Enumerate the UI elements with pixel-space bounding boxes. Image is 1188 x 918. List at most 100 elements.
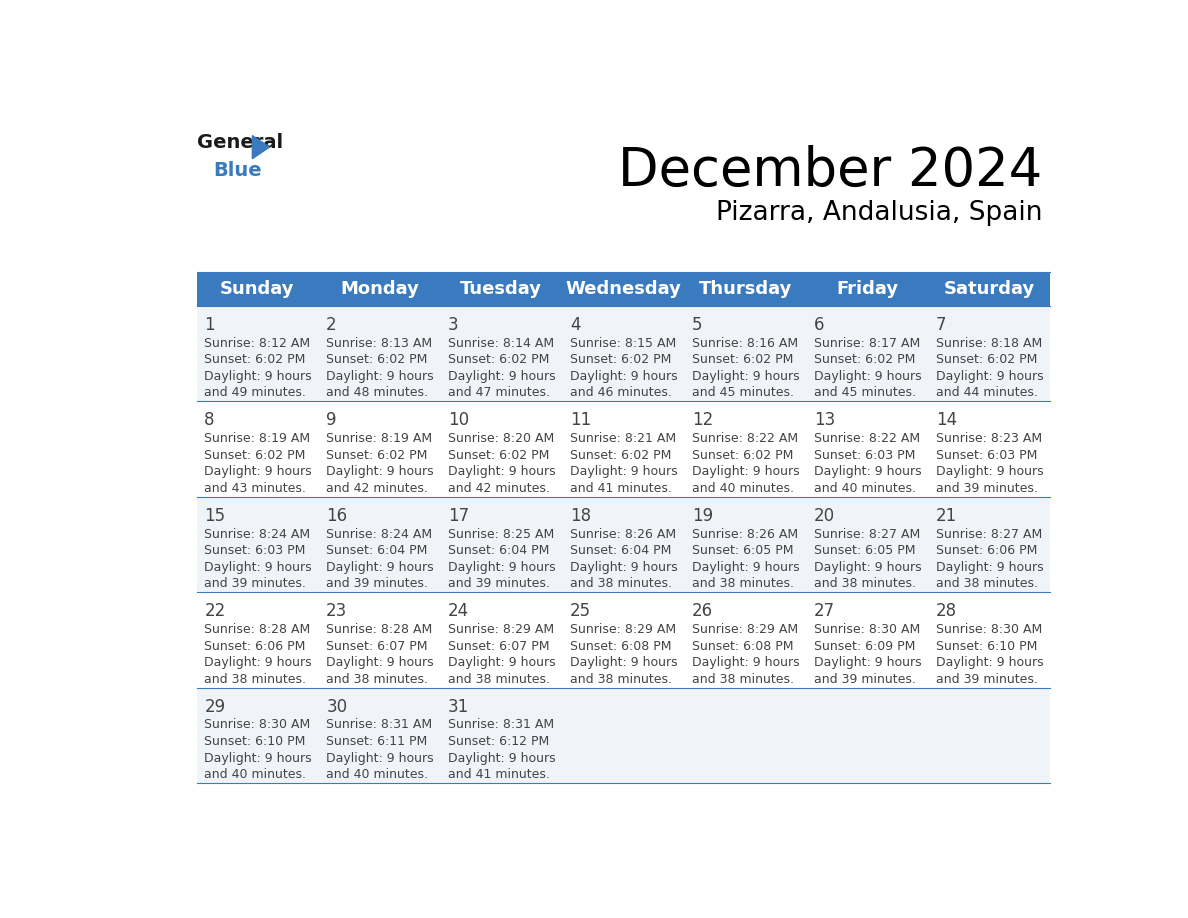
Text: Sunrise: 8:22 AM: Sunrise: 8:22 AM: [691, 432, 798, 445]
Text: Sunset: 6:03 PM: Sunset: 6:03 PM: [936, 449, 1037, 462]
Text: Sunrise: 8:21 AM: Sunrise: 8:21 AM: [570, 432, 676, 445]
Bar: [196, 401, 1050, 497]
Text: 25: 25: [570, 602, 592, 621]
Text: Daylight: 9 hours: Daylight: 9 hours: [448, 561, 556, 574]
Text: Sunrise: 8:30 AM: Sunrise: 8:30 AM: [936, 623, 1042, 636]
Text: Sunset: 6:05 PM: Sunset: 6:05 PM: [691, 544, 794, 557]
Text: Sunrise: 8:30 AM: Sunrise: 8:30 AM: [814, 623, 920, 636]
Text: 24: 24: [448, 602, 469, 621]
Text: and 40 minutes.: and 40 minutes.: [204, 768, 307, 781]
Text: Sunrise: 8:17 AM: Sunrise: 8:17 AM: [814, 337, 920, 350]
Text: Daylight: 9 hours: Daylight: 9 hours: [570, 465, 677, 478]
Text: Sunrise: 8:27 AM: Sunrise: 8:27 AM: [814, 528, 920, 541]
Text: Daylight: 9 hours: Daylight: 9 hours: [691, 465, 800, 478]
Text: Daylight: 9 hours: Daylight: 9 hours: [204, 370, 312, 383]
Text: Sunrise: 8:26 AM: Sunrise: 8:26 AM: [691, 528, 798, 541]
Text: Daylight: 9 hours: Daylight: 9 hours: [691, 561, 800, 574]
Text: and 38 minutes.: and 38 minutes.: [936, 577, 1037, 590]
Text: Sunset: 6:02 PM: Sunset: 6:02 PM: [691, 353, 794, 366]
Text: 3: 3: [448, 316, 459, 334]
Text: 5: 5: [691, 316, 702, 334]
Text: Sunrise: 8:16 AM: Sunrise: 8:16 AM: [691, 337, 798, 350]
Text: 17: 17: [448, 507, 469, 525]
Text: Sunset: 6:10 PM: Sunset: 6:10 PM: [204, 735, 305, 748]
Text: Sunset: 6:02 PM: Sunset: 6:02 PM: [327, 353, 428, 366]
Text: Daylight: 9 hours: Daylight: 9 hours: [814, 656, 922, 669]
Text: Sunset: 6:04 PM: Sunset: 6:04 PM: [570, 544, 671, 557]
Text: Sunset: 6:02 PM: Sunset: 6:02 PM: [570, 449, 671, 462]
Text: Sunrise: 8:26 AM: Sunrise: 8:26 AM: [570, 528, 676, 541]
Text: Sunrise: 8:27 AM: Sunrise: 8:27 AM: [936, 528, 1042, 541]
Bar: [196, 306, 1050, 401]
Text: and 38 minutes.: and 38 minutes.: [691, 673, 794, 686]
Text: Sunset: 6:07 PM: Sunset: 6:07 PM: [327, 640, 428, 653]
Polygon shape: [252, 136, 270, 159]
Text: and 46 minutes.: and 46 minutes.: [570, 386, 672, 399]
Text: Monday: Monday: [340, 280, 419, 297]
Text: Daylight: 9 hours: Daylight: 9 hours: [936, 561, 1043, 574]
Text: Sunrise: 8:18 AM: Sunrise: 8:18 AM: [936, 337, 1042, 350]
Text: Daylight: 9 hours: Daylight: 9 hours: [448, 370, 556, 383]
Text: and 47 minutes.: and 47 minutes.: [448, 386, 550, 399]
Text: 14: 14: [936, 411, 956, 430]
Text: Sunrise: 8:20 AM: Sunrise: 8:20 AM: [448, 432, 555, 445]
Text: Sunset: 6:10 PM: Sunset: 6:10 PM: [936, 640, 1037, 653]
Text: and 49 minutes.: and 49 minutes.: [204, 386, 307, 399]
Text: and 39 minutes.: and 39 minutes.: [204, 577, 307, 590]
Text: Daylight: 9 hours: Daylight: 9 hours: [327, 465, 434, 478]
Text: 15: 15: [204, 507, 226, 525]
Text: and 44 minutes.: and 44 minutes.: [936, 386, 1037, 399]
Text: Sunrise: 8:14 AM: Sunrise: 8:14 AM: [448, 337, 555, 350]
Text: 22: 22: [204, 602, 226, 621]
Text: Daylight: 9 hours: Daylight: 9 hours: [448, 656, 556, 669]
Text: Daylight: 9 hours: Daylight: 9 hours: [204, 465, 312, 478]
Text: and 39 minutes.: and 39 minutes.: [327, 577, 428, 590]
Text: Sunrise: 8:13 AM: Sunrise: 8:13 AM: [327, 337, 432, 350]
Text: 11: 11: [570, 411, 592, 430]
Text: Sunset: 6:08 PM: Sunset: 6:08 PM: [570, 640, 671, 653]
Text: 9: 9: [327, 411, 336, 430]
Text: Sunrise: 8:24 AM: Sunrise: 8:24 AM: [204, 528, 310, 541]
Text: Sunset: 6:03 PM: Sunset: 6:03 PM: [204, 544, 305, 557]
Text: and 43 minutes.: and 43 minutes.: [204, 482, 307, 495]
Text: Sunset: 6:02 PM: Sunset: 6:02 PM: [448, 449, 550, 462]
Text: Sunset: 6:02 PM: Sunset: 6:02 PM: [814, 353, 915, 366]
Text: 31: 31: [448, 698, 469, 716]
Text: Sunrise: 8:19 AM: Sunrise: 8:19 AM: [204, 432, 310, 445]
Bar: [196, 688, 1050, 783]
Text: Sunset: 6:09 PM: Sunset: 6:09 PM: [814, 640, 915, 653]
Text: 10: 10: [448, 411, 469, 430]
Text: 30: 30: [327, 698, 347, 716]
Text: Daylight: 9 hours: Daylight: 9 hours: [448, 465, 556, 478]
Text: Sunset: 6:04 PM: Sunset: 6:04 PM: [327, 544, 428, 557]
Text: Daylight: 9 hours: Daylight: 9 hours: [814, 370, 922, 383]
Text: 16: 16: [327, 507, 347, 525]
Text: Daylight: 9 hours: Daylight: 9 hours: [570, 370, 677, 383]
Text: Sunset: 6:08 PM: Sunset: 6:08 PM: [691, 640, 794, 653]
Bar: [196, 592, 1050, 688]
Text: and 38 minutes.: and 38 minutes.: [448, 673, 550, 686]
Text: Sunrise: 8:28 AM: Sunrise: 8:28 AM: [327, 623, 432, 636]
Text: Sunset: 6:07 PM: Sunset: 6:07 PM: [448, 640, 550, 653]
Text: Daylight: 9 hours: Daylight: 9 hours: [327, 561, 434, 574]
Text: Thursday: Thursday: [699, 280, 791, 297]
Text: and 41 minutes.: and 41 minutes.: [570, 482, 672, 495]
Text: Daylight: 9 hours: Daylight: 9 hours: [327, 656, 434, 669]
Text: Daylight: 9 hours: Daylight: 9 hours: [327, 370, 434, 383]
Text: General: General: [196, 133, 283, 152]
Text: and 39 minutes.: and 39 minutes.: [448, 577, 550, 590]
Text: Sunset: 6:02 PM: Sunset: 6:02 PM: [570, 353, 671, 366]
Text: and 38 minutes.: and 38 minutes.: [570, 577, 672, 590]
Text: Wednesday: Wednesday: [565, 280, 681, 297]
Text: and 42 minutes.: and 42 minutes.: [448, 482, 550, 495]
Text: and 45 minutes.: and 45 minutes.: [691, 386, 794, 399]
Text: 1: 1: [204, 316, 215, 334]
Text: Daylight: 9 hours: Daylight: 9 hours: [936, 656, 1043, 669]
Text: Daylight: 9 hours: Daylight: 9 hours: [814, 465, 922, 478]
Text: and 41 minutes.: and 41 minutes.: [448, 768, 550, 781]
Text: Daylight: 9 hours: Daylight: 9 hours: [570, 656, 677, 669]
Text: Sunrise: 8:28 AM: Sunrise: 8:28 AM: [204, 623, 310, 636]
Text: Sunset: 6:02 PM: Sunset: 6:02 PM: [327, 449, 428, 462]
Text: Sunrise: 8:31 AM: Sunrise: 8:31 AM: [448, 719, 555, 732]
Text: 28: 28: [936, 602, 956, 621]
